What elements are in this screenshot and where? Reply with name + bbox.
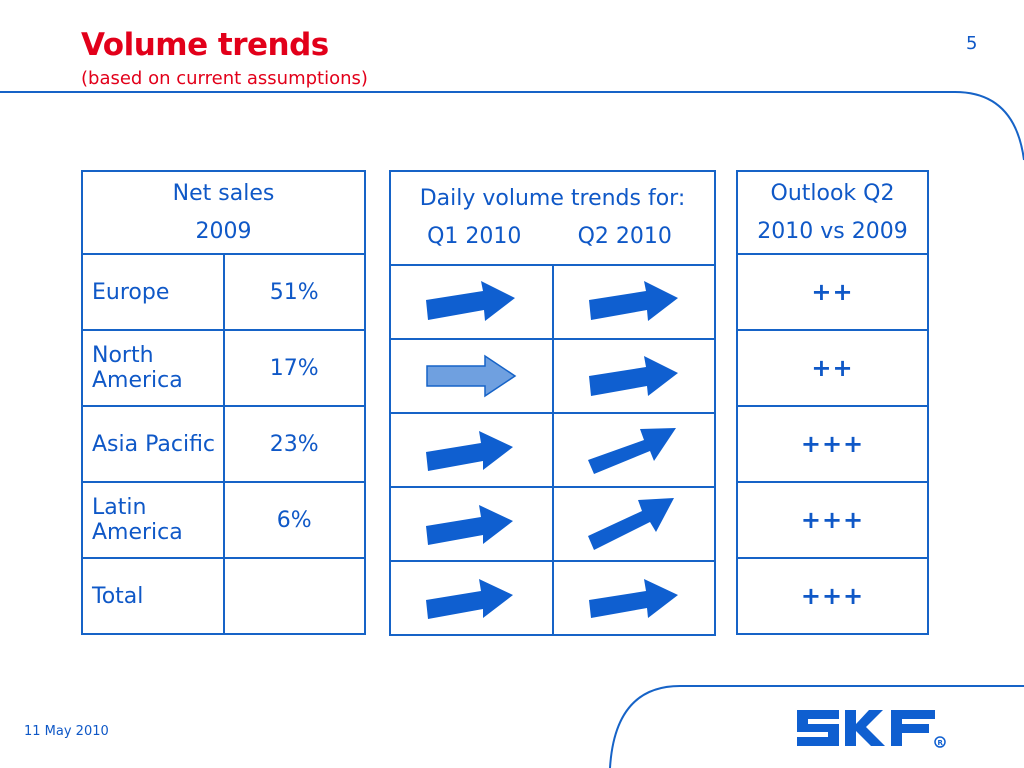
- outlook-cell: +++: [736, 481, 929, 559]
- region-cell: Total: [81, 557, 225, 635]
- arrow-right-light-icon: [426, 354, 517, 398]
- arrow-right-icon: [588, 579, 678, 618]
- outlook-cell: ++: [736, 253, 929, 331]
- share-cell: [222, 557, 366, 635]
- col-q2-2010: Q2 2010: [577, 224, 672, 249]
- outlook-cell: +++: [736, 557, 929, 635]
- trend-cell-q2: [551, 560, 716, 636]
- region-cell: North America: [81, 329, 225, 407]
- region-cell: Latin America: [81, 481, 225, 559]
- outlook-cell: ++: [736, 329, 929, 407]
- share-cell: 23%: [222, 405, 366, 483]
- trend-cell-q2: [551, 338, 716, 414]
- table-row: [389, 264, 716, 340]
- table-row: ++: [736, 253, 929, 331]
- skf-logo: R: [797, 710, 946, 748]
- share-cell: 6%: [222, 481, 366, 559]
- table-row: Total: [81, 557, 366, 635]
- trend-cell-q1: [389, 560, 554, 636]
- trend-cell-q2: [551, 412, 716, 488]
- arrow-up-right-icon: [587, 428, 676, 474]
- outlook-table: Outlook Q2 2010 vs 2009 ++ ++ +++ +++ ++…: [736, 170, 929, 635]
- trend-cell-q1: [389, 486, 554, 562]
- table-row: Asia Pacific 23%: [81, 405, 366, 483]
- arrow-right-icon: [426, 281, 516, 321]
- slide-title: Volume trends: [81, 27, 329, 63]
- arrow-right-icon: [426, 505, 514, 545]
- table-row: Latin America 6%: [81, 481, 366, 559]
- trend-cell-q1: [389, 264, 554, 340]
- arrow-right-icon: [426, 431, 514, 471]
- daily-volume-header-line1: Daily volume trends for:: [419, 186, 686, 211]
- table-row: +++: [736, 557, 929, 635]
- net-sales-table: Net sales 2009 Europe 51% North America …: [81, 170, 366, 635]
- trend-cell-q2: [551, 264, 716, 340]
- table-row: Europe 51%: [81, 253, 366, 331]
- slide-subtitle: (based on current assumptions): [81, 68, 368, 89]
- arrow-right-icon: [588, 356, 678, 396]
- table-row: +++: [736, 481, 929, 559]
- share-cell: 51%: [222, 253, 366, 331]
- table-row: [389, 560, 716, 636]
- net-sales-header: Net sales 2009: [81, 170, 366, 255]
- table-row: ++: [736, 329, 929, 407]
- table-row: [389, 338, 716, 414]
- outlook-header-line1: Outlook Q2: [770, 180, 895, 206]
- page-number: 5: [966, 33, 978, 54]
- trend-cell-q1: [389, 338, 554, 414]
- trend-cell-q1: [389, 412, 554, 488]
- outlook-cell: +++: [736, 405, 929, 483]
- arrow-right-icon: [588, 281, 678, 321]
- outlook-header-line2: 2010 vs 2009: [757, 218, 908, 244]
- arrow-right-icon: [426, 579, 514, 619]
- footer-date: 11 May 2010: [24, 724, 109, 739]
- net-sales-header-line2: 2009: [195, 218, 252, 244]
- share-cell: 17%: [222, 329, 366, 407]
- daily-volume-header: Daily volume trends for: Q1 2010 Q2 2010: [389, 170, 716, 266]
- svg-text:R: R: [938, 739, 944, 747]
- table-row: +++: [736, 405, 929, 483]
- col-q1-2010: Q1 2010: [427, 224, 522, 249]
- trend-cell-q2: [551, 486, 716, 562]
- outlook-header: Outlook Q2 2010 vs 2009: [736, 170, 929, 255]
- region-cell: Asia Pacific: [81, 405, 225, 483]
- table-row: [389, 486, 716, 562]
- table-row: North America 17%: [81, 329, 366, 407]
- daily-volume-table: Daily volume trends for: Q1 2010 Q2 2010: [389, 170, 716, 636]
- region-cell: Europe: [81, 253, 225, 331]
- arrow-up-right-icon: [587, 498, 674, 550]
- net-sales-header-line1: Net sales: [172, 180, 275, 206]
- table-row: [389, 412, 716, 488]
